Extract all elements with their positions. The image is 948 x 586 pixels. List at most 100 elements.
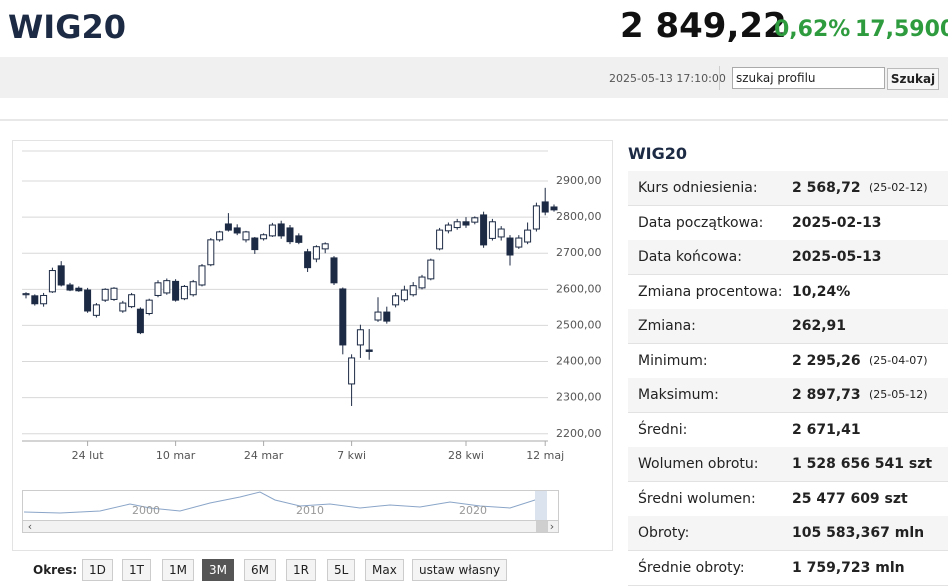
price: 2 849,22 bbox=[620, 6, 787, 46]
candle-body bbox=[84, 289, 92, 312]
navigator-label: 2020 bbox=[459, 504, 487, 517]
stats-title: WIG20 bbox=[628, 144, 687, 163]
row-label: Średni wolumen: bbox=[638, 490, 756, 507]
candle-body bbox=[286, 227, 294, 243]
candle-body bbox=[207, 239, 215, 266]
period-button[interactable]: 5L bbox=[327, 559, 356, 581]
row-label: Zmiana: bbox=[638, 318, 696, 334]
candle-body bbox=[365, 349, 373, 352]
candle-body bbox=[57, 265, 65, 286]
scrollbar-thumb[interactable] bbox=[536, 521, 548, 532]
row-value: 2 897,73 bbox=[792, 387, 861, 403]
row-note: (25-04-07) bbox=[869, 353, 928, 367]
period-button[interactable]: 1M bbox=[162, 559, 194, 581]
candle-body bbox=[356, 329, 364, 346]
scroll-left[interactable]: ‹ bbox=[28, 520, 32, 533]
candle-body bbox=[22, 293, 30, 296]
y-tick-label: 2500,00 bbox=[556, 318, 602, 331]
candle-body bbox=[480, 214, 488, 246]
candle-body bbox=[172, 280, 180, 301]
separator bbox=[0, 119, 948, 121]
candle-body bbox=[189, 281, 197, 296]
candle-body bbox=[462, 221, 470, 226]
period-button[interactable]: 1D bbox=[82, 559, 113, 581]
row-value: 105 583,367 mln bbox=[792, 525, 925, 541]
candle-body bbox=[550, 206, 558, 211]
candle-body bbox=[260, 234, 268, 240]
row-value: 25 477 609 szt bbox=[792, 490, 908, 507]
row-note: (25-02-12) bbox=[869, 181, 928, 194]
candle-body bbox=[198, 265, 206, 286]
navigator-window[interactable] bbox=[535, 491, 547, 520]
candle-body bbox=[541, 201, 549, 213]
candle-body bbox=[471, 217, 479, 223]
period-label: Okres: bbox=[33, 563, 78, 577]
row-label: Obroty: bbox=[638, 525, 690, 541]
x-tick-label: 24 lut bbox=[72, 449, 105, 462]
candle-body bbox=[136, 308, 144, 334]
row-label: Wolumen obrotu: bbox=[638, 456, 759, 472]
candle-body bbox=[180, 285, 188, 300]
candle-body bbox=[242, 231, 250, 241]
row-value: 2025-05-13 bbox=[792, 249, 882, 265]
navigator-label: 2010 bbox=[296, 504, 324, 517]
candle-body bbox=[400, 289, 408, 301]
row-label: Minimum: bbox=[638, 352, 708, 369]
change: 17,5900 bbox=[855, 17, 948, 42]
candle-body bbox=[295, 235, 303, 243]
divider bbox=[719, 66, 720, 90]
candle-body bbox=[427, 259, 435, 280]
row-label: Data końcowa: bbox=[638, 249, 742, 265]
candle-body bbox=[524, 229, 532, 243]
candle-body bbox=[75, 287, 83, 292]
stats-row: Wolumen obrotu: 1 528 656 541 szt bbox=[628, 447, 948, 482]
candle-body bbox=[383, 311, 391, 322]
x-tick-label: 28 kwi bbox=[448, 449, 484, 462]
navigator-label: 2000 bbox=[132, 504, 160, 517]
candle-body bbox=[312, 246, 320, 260]
x-tick-label: 10 mar bbox=[156, 449, 196, 462]
candle-body bbox=[277, 223, 285, 237]
candle-body bbox=[506, 237, 514, 256]
row-value: 1 759,723 mln bbox=[792, 559, 905, 576]
y-tick-label: 2300,00 bbox=[556, 391, 602, 404]
candle-body bbox=[339, 288, 347, 346]
navigator bbox=[22, 490, 559, 521]
candle-body bbox=[532, 205, 540, 230]
x-tick-label: 12 maj bbox=[526, 449, 564, 462]
row-value: 2 568,72 bbox=[792, 180, 861, 196]
period-button[interactable]: 3M bbox=[202, 559, 234, 581]
candle-body bbox=[409, 285, 417, 296]
row-value: 1 528 656 541 szt bbox=[792, 456, 933, 472]
page-title: WIG20 bbox=[8, 8, 126, 46]
scroll-right[interactable]: › bbox=[550, 520, 554, 533]
candle-body bbox=[224, 223, 232, 231]
candle-body bbox=[66, 284, 74, 291]
search-button[interactable]: Szukaj bbox=[887, 68, 939, 90]
period-button[interactable]: ustaw własny bbox=[412, 559, 508, 581]
candle-body bbox=[392, 295, 400, 306]
candle-body bbox=[444, 224, 452, 232]
y-tick-label: 2400,00 bbox=[556, 355, 602, 368]
row-label: Średnie obroty: bbox=[638, 559, 745, 576]
top-bar bbox=[0, 0, 948, 57]
row-label: Zmiana procentowa: bbox=[638, 283, 783, 300]
y-tick-label: 2800,00 bbox=[556, 210, 602, 223]
candle-body bbox=[40, 294, 48, 305]
change-pct: 0,62% bbox=[774, 17, 851, 42]
candle-body bbox=[488, 221, 496, 239]
candle-body bbox=[251, 237, 259, 251]
candle-body bbox=[31, 295, 39, 305]
row-label: Maksimum: bbox=[638, 387, 719, 403]
row-note: (25-05-12) bbox=[869, 388, 928, 401]
chart: ‹ › 2000 2010 2020 2200,00 2300,00 2400,00 25… bbox=[12, 140, 613, 551]
candle-body bbox=[497, 228, 505, 238]
candle-body bbox=[163, 280, 171, 294]
timestamp: 2025-05-13 17:10:00 bbox=[609, 72, 726, 85]
stats-row: Zmiana procentowa: 10,24% bbox=[628, 274, 948, 310]
candle-body bbox=[128, 294, 136, 308]
search-input[interactable]: szukaj profilu bbox=[732, 67, 885, 89]
scrollbar[interactable] bbox=[22, 520, 559, 533]
x-tick-label: 24 mar bbox=[244, 449, 284, 462]
stats-row: Minimum: 2 295,26 (25-04-07) bbox=[628, 343, 948, 379]
